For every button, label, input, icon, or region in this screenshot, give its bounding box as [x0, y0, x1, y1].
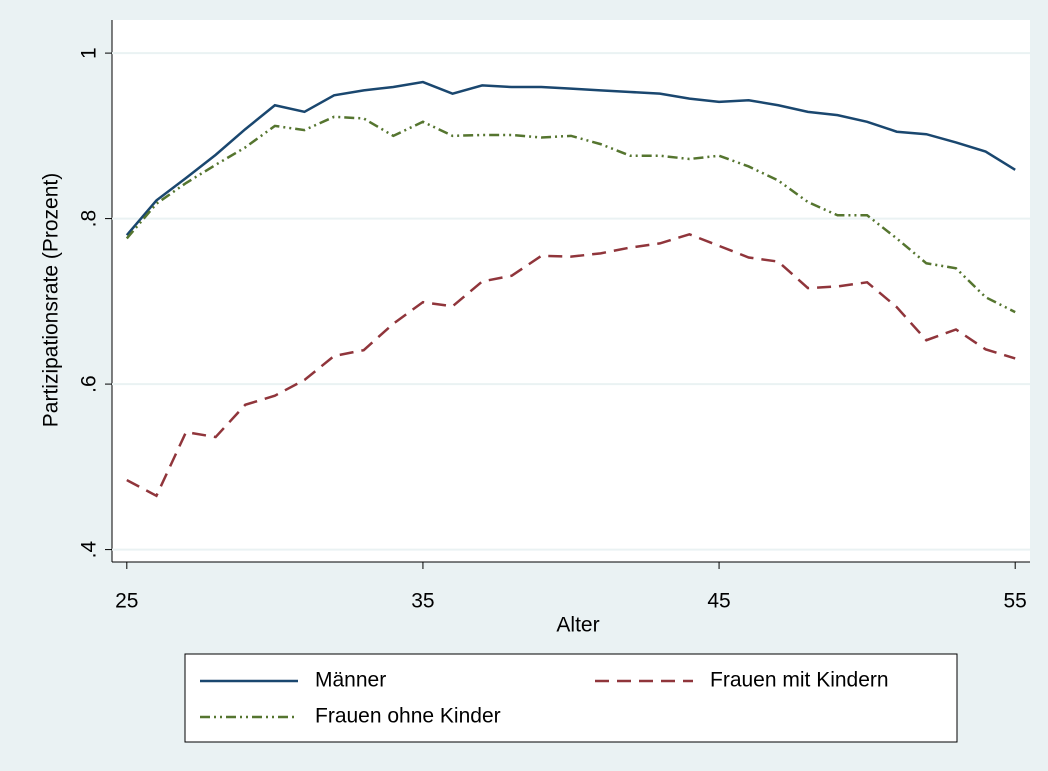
y-tick-label: .8	[78, 210, 101, 228]
legend-label: Frauen mit Kindern	[710, 669, 889, 692]
legend-label: Männer	[315, 669, 386, 692]
x-tick-label: 55	[1004, 590, 1027, 613]
line-series	[126, 232, 1016, 498]
x-tick-label: 45	[707, 590, 730, 613]
legend	[184, 653, 958, 743]
y-axis-title: Partizipationsrate (Prozent)	[40, 173, 63, 427]
x-tick-label: 35	[411, 590, 434, 613]
y-tick-label: .6	[78, 375, 101, 393]
plot-area	[112, 20, 1030, 562]
line-series	[125, 115, 1016, 314]
x-tick-label: 25	[115, 590, 138, 613]
y-tick-label: 1	[78, 47, 101, 59]
line-series	[125, 80, 1016, 236]
y-tick-label: .4	[78, 541, 101, 559]
x-axis-title: Alter	[556, 614, 599, 637]
legend-label: Frauen ohne Kinder	[315, 705, 501, 728]
